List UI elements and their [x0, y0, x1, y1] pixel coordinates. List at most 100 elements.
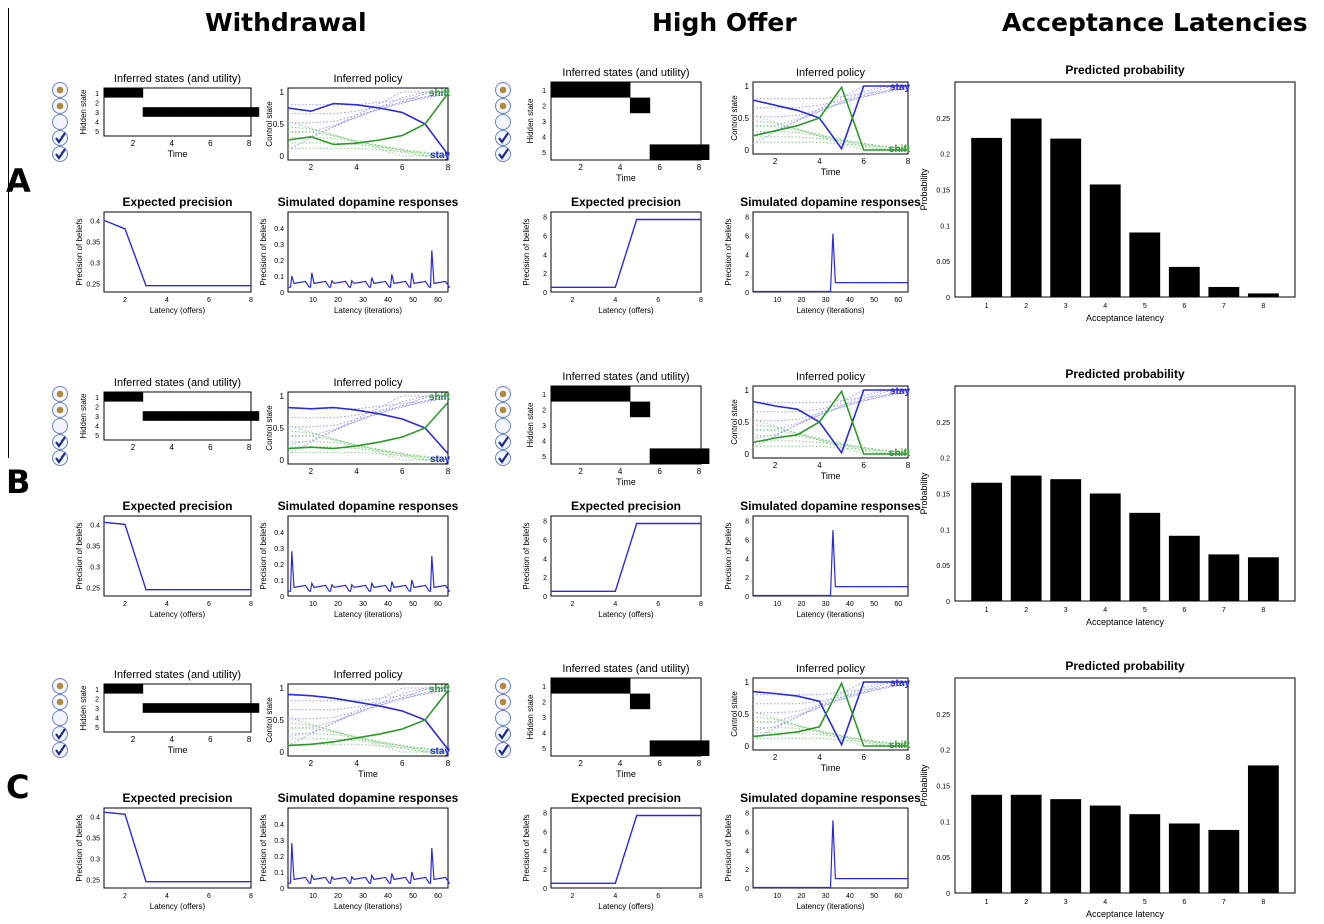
accept-check-high-icon-check	[55, 452, 66, 464]
accept-check-high-icon-check	[498, 744, 509, 756]
highoffer-B-states-ytick: 1	[542, 392, 546, 399]
highoffer-B-dopamine-ytick: 0	[745, 594, 749, 601]
acceptance-A-ytick: 0.2	[940, 152, 950, 159]
withdrawal-B-policy-xtick: 2	[309, 467, 314, 476]
withdrawal-B-precision-frame	[103, 515, 252, 597]
withdrawal-C-precision-xlabel: Latency (offers)	[150, 902, 206, 911]
row-label-a: A	[6, 162, 31, 200]
withdrawal-A-states-state-cell	[220, 107, 240, 117]
highoffer-A-precision-xlabel: Latency (offers)	[598, 306, 654, 315]
highoffer-A-dopamine-xtick: 50	[870, 297, 878, 304]
withdrawal-B-policy-label-stay: stay	[430, 454, 450, 465]
highoffer-B-dopamine-ytick: 2	[745, 575, 749, 582]
highoffer-A-policy-series-shift	[752, 85, 908, 151]
highoffer-A-dopamine-xlabel: Latency (iterations)	[796, 306, 864, 315]
withdrawal-A-dopamine-xtick: 10	[309, 297, 317, 304]
acceptance-C-category-label: 8	[1261, 899, 1265, 906]
withdrawal-C-precision-xtick: 4	[165, 893, 169, 900]
acceptance-B-ylabel: Probability	[919, 472, 929, 515]
acceptance-B-category-label: 3	[1064, 607, 1068, 614]
acceptance-B-xlabel: Acceptance latency	[1086, 617, 1165, 627]
withdrawal-A-states-state-cell	[104, 88, 124, 98]
highoffer-C-precision-precision-line	[551, 814, 701, 884]
withdrawal-B-precision-ytick: 0.4	[90, 522, 100, 529]
withdrawal-A-states-xlabel: Time	[168, 149, 188, 159]
withdrawal-C-dopamine-xlabel: Latency (iterations)	[334, 902, 402, 911]
high-offer-icon-inner	[499, 698, 507, 706]
withdrawal-C-policy-xtick: 8	[446, 759, 451, 768]
withdrawal-B-dopamine-xtick: 40	[384, 601, 392, 608]
highoffer-A-dopamine-xtick: 20	[798, 297, 806, 304]
withdrawal-C-states-xtick: 8	[247, 735, 252, 744]
acceptance-A-category-label: 7	[1222, 303, 1226, 310]
highoffer-B-precision-xtick: 8	[699, 601, 703, 608]
withdrawal-C-dopamine-title: Simulated dopamine responses	[278, 791, 459, 805]
acceptance-C-bar	[1050, 799, 1082, 893]
acceptance-C-category-label: 3	[1064, 899, 1068, 906]
acceptance-A-category-label: 5	[1143, 303, 1147, 310]
highoffer-A-policy-alt-stay-trajectory	[753, 88, 909, 100]
withdrawal-C-precision-xtick: 2	[123, 893, 127, 900]
withdrawal-B-policy-title: Inferred policy	[333, 377, 403, 389]
withdrawal-A-states-state-cell	[142, 107, 163, 117]
highoffer-A-policy-alt-stay-trajectory	[753, 85, 909, 127]
withdrawal-A-states-state-cell	[200, 107, 221, 117]
highoffer-C-states-ytick: 4	[542, 731, 546, 738]
highoffer-C-dopamine-xtick: 40	[846, 893, 854, 900]
withdrawal-C-precision-ytick: 0.3	[90, 857, 100, 864]
withdrawal-C-dopamine-ytick: 0.2	[274, 854, 284, 861]
withdrawal-A-precision-xtick: 8	[249, 297, 253, 304]
withdrawal-B-policy-frame	[287, 391, 449, 465]
withdrawal-B-dopamine-xlabel: Latency (iterations)	[334, 610, 402, 619]
highoffer-C-precision-xtick: 4	[613, 893, 617, 900]
highoffer-C-dopamine-xtick: 10	[773, 893, 781, 900]
highoffer-C-policy-xlabel: Time	[821, 763, 841, 773]
withdrawal-C-states-ytick: 2	[95, 696, 99, 703]
highoffer-C-policy-alt-shift-trajectory	[753, 727, 909, 747]
offer-icon-inner	[56, 682, 64, 690]
highoffer-C-policy-alt-stay-trajectory	[753, 683, 909, 705]
empty-state-icon	[52, 710, 68, 726]
highoffer-B-states-ylabel: Hidden state	[526, 402, 535, 447]
highoffer-C-dopamine-xtick: 50	[870, 893, 878, 900]
highoffer-C-policy-label-stay: stay	[890, 678, 910, 689]
highoffer-C-policy-xtick: 2	[773, 753, 778, 762]
highoffer-A-policy-alt-shift-trajectory	[753, 136, 909, 150]
highoffer-A-precision-ytick: 8	[543, 215, 547, 222]
highoffer-A-states-xlabel: Time	[616, 173, 636, 183]
column-title-high-offer: High Offer	[652, 8, 797, 37]
acceptance-C-ylabel: Probability	[919, 764, 929, 807]
acceptance-A-ylabel: Probability	[919, 168, 929, 211]
highoffer-A-policy-xtick: 8	[906, 157, 911, 166]
withdrawal-A-precision-ytick: 0.4	[90, 218, 100, 225]
highoffer-A-policy-label-shift: shift	[889, 144, 911, 155]
withdrawal-B-states-state-cell	[220, 411, 240, 421]
withdrawal-C-dopamine-xtick: 10	[309, 893, 317, 900]
accept-check-icon-check	[55, 728, 66, 740]
withdrawal-A-policy-ylabel: Control state	[265, 101, 274, 147]
withdrawal-B-states-ylabel: Hidden state	[79, 393, 88, 438]
withdrawal-B-precision-ytick: 0.35	[86, 543, 100, 550]
highoffer-A-dopamine-ytick: 2	[745, 271, 749, 278]
highoffer-C-precision-title: Expected precision	[571, 791, 681, 805]
accept-check-high-icon-check	[498, 148, 509, 160]
highoffer-B-states-state-cell	[629, 401, 651, 418]
acceptance-A-bar	[1129, 232, 1161, 297]
withdrawal-C-states-xtick: 2	[131, 735, 136, 744]
highoffer-B-states-xlabel: Time	[616, 477, 636, 487]
withdrawal-A-precision-xtick: 4	[165, 297, 169, 304]
acceptance-B-ytick: 0	[946, 599, 950, 606]
acceptance-C-bar	[1208, 829, 1240, 893]
withdrawal-A-policy-series-shift	[287, 92, 449, 146]
highoffer-A-precision-ytick: 4	[543, 252, 547, 259]
highoffer-B-policy-xtick: 8	[906, 461, 911, 470]
highoffer-C-dopamine-xtick: 30	[822, 893, 830, 900]
withdrawal-C-dopamine-xtick: 40	[384, 893, 392, 900]
highoffer-A-policy-alt-stay-trajectory	[753, 85, 909, 118]
withdrawal-C-states-xlabel: Time	[168, 745, 188, 755]
highoffer-A-states-xtick: 8	[697, 163, 702, 172]
accept-check-icon-check	[55, 436, 66, 448]
highoffer-A-policy-series-stay	[752, 85, 908, 151]
highoffer-B-dopamine-ylabel: Precision of beliefs	[724, 522, 733, 589]
highoffer-A-states-state-cell	[649, 144, 670, 160]
